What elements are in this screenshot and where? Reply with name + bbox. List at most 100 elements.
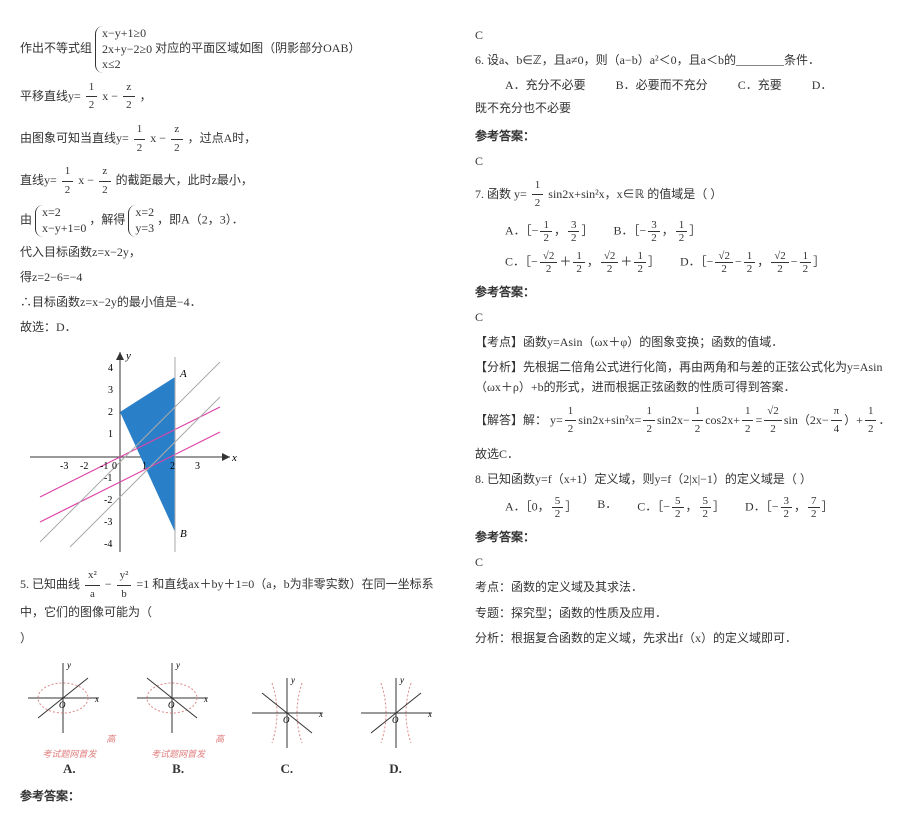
q8-opt-b: B． bbox=[597, 495, 617, 520]
option-b-graph: O x y bbox=[132, 658, 212, 738]
svg-text:A: A bbox=[179, 368, 187, 380]
text: 作出不等式组 bbox=[20, 41, 92, 55]
answer: C bbox=[475, 26, 900, 45]
svg-text:y: y bbox=[125, 350, 131, 362]
svg-text:O: O bbox=[59, 700, 66, 710]
svg-text:y: y bbox=[290, 675, 295, 685]
svg-text:O: O bbox=[168, 700, 175, 710]
q5-text: 5. 已知曲线 bbox=[20, 577, 80, 591]
svg-text:1: 1 bbox=[142, 461, 147, 472]
svg-text:4: 4 bbox=[108, 363, 113, 374]
option-d-graph: O x y bbox=[356, 673, 436, 753]
text: ∴目标函数z=x−2y的最小值是−4． bbox=[20, 293, 445, 312]
svg-text:-4: -4 bbox=[104, 539, 112, 550]
formula: sin2x+sin²x，x∈ℝ bbox=[548, 187, 644, 201]
option-b-label: B. bbox=[129, 761, 228, 777]
explain-2: 【分析】先根据二倍角公式进行化简，再由两角和与差的正弦公式化为y=Asin（ωx… bbox=[475, 358, 900, 396]
explain-4: 故选C． bbox=[475, 445, 900, 464]
text: 代入目标函数z=x−2y， bbox=[20, 243, 445, 262]
explain-7: 分析：根据复合函数的定义域，先求出f（x）的定义域即可． bbox=[475, 629, 900, 648]
fraction: 12 bbox=[532, 177, 544, 213]
q6-text: 6. 设a、b∈ℤ，且a≠0，则（a−b）a²＜0，且a＜b的________条… bbox=[475, 51, 900, 70]
text: 由 bbox=[20, 213, 32, 227]
q7-text: 7. 函数 bbox=[475, 187, 511, 201]
text: 得z=2−6=−4 bbox=[20, 268, 445, 287]
system-3: x=2 y=3 bbox=[128, 205, 154, 236]
svg-text:O: O bbox=[283, 715, 290, 725]
q7-opt-d: D．［−√22−12，√22−12］ bbox=[680, 250, 825, 275]
svg-text:x: x bbox=[318, 709, 323, 719]
fraction: z2 bbox=[171, 121, 183, 157]
svg-text:-3: -3 bbox=[60, 461, 68, 472]
text: x − bbox=[102, 89, 118, 103]
fraction: y²b bbox=[117, 567, 132, 603]
formula: y= bbox=[514, 187, 527, 201]
q6-opt-d2: 既不充分也不必要 bbox=[475, 99, 900, 118]
q5-text: ） bbox=[20, 629, 445, 648]
explain-5: 考点：函数的定义域及其求法． bbox=[475, 578, 900, 597]
answer: C bbox=[475, 553, 900, 572]
svg-text:2: 2 bbox=[170, 461, 175, 472]
svg-text:-2: -2 bbox=[104, 495, 112, 506]
fraction: 12 bbox=[134, 121, 146, 157]
text: 由图象可知当直线y= bbox=[20, 131, 129, 145]
svg-text:y: y bbox=[66, 660, 71, 670]
explain-6: 专题：探究型；函数的性质及应用． bbox=[475, 604, 900, 623]
q6-opt-d: D． bbox=[812, 76, 833, 93]
text: 平移直线y= bbox=[20, 89, 81, 103]
q5-text: 和直线ax＋by＋1=0（a，b为非零实数）在同一坐标系中，它们的图像可能为（ bbox=[20, 577, 434, 619]
text: ，过点A时， bbox=[188, 131, 257, 145]
fraction: 12 bbox=[86, 79, 98, 115]
svg-text:2: 2 bbox=[108, 407, 113, 418]
q8-opt-a: A．［0，52］ bbox=[505, 495, 577, 520]
text: ，即A（2，3）． bbox=[157, 213, 244, 227]
q7-text: 的值域是（ ） bbox=[647, 187, 722, 201]
svg-text:-2: -2 bbox=[80, 461, 88, 472]
system-1: x−y+1≥0 2x+y−2≥0 x≤2 bbox=[95, 26, 152, 73]
svg-text:x: x bbox=[203, 694, 208, 704]
answer-heading: 参考答案： bbox=[475, 528, 900, 545]
text: ，解得 bbox=[89, 213, 125, 227]
q6-opt-a: A．充分不必要 bbox=[505, 76, 586, 93]
q6-opt-c: C．充要 bbox=[738, 76, 782, 93]
svg-text:-1: -1 bbox=[100, 461, 108, 472]
explain-3: 【解答】解： bbox=[475, 413, 547, 427]
q8-opt-c: C．［−52，52］ bbox=[637, 495, 725, 520]
svg-text:O: O bbox=[392, 715, 399, 725]
svg-text:3: 3 bbox=[108, 385, 113, 396]
svg-text:-3: -3 bbox=[104, 517, 112, 528]
q5-options: O x y 高考试题网首发 A. O x y 高考试题网首发 B. bbox=[20, 658, 445, 777]
fraction: z2 bbox=[99, 163, 111, 199]
svg-text:3: 3 bbox=[195, 461, 200, 472]
option-c-label: C. bbox=[238, 761, 337, 777]
svg-text:y: y bbox=[175, 660, 180, 670]
text: 的截距最大，此时z最小， bbox=[116, 173, 253, 187]
q8-opt-d: D．［−32，72］ bbox=[745, 495, 833, 520]
q8-text: 8. 已知函数y=f（x+1）定义域，则y=f（2|x|−1）的定义域是（ ） bbox=[475, 470, 900, 489]
svg-text:x: x bbox=[427, 709, 432, 719]
text: x − bbox=[150, 131, 166, 145]
system-2: x=2 x−y+1=0 bbox=[35, 205, 86, 236]
answer-heading: 参考答案： bbox=[20, 787, 445, 804]
svg-text:0: 0 bbox=[112, 461, 117, 472]
text: 故选：D． bbox=[20, 318, 445, 337]
q7-opt-b: B．［−32，12］ bbox=[613, 219, 701, 244]
fraction: 12 bbox=[62, 163, 74, 199]
answer-heading: 参考答案： bbox=[475, 283, 900, 300]
text: 对应的平面区域如图（阴影部分OAB） bbox=[155, 41, 360, 55]
svg-text:1: 1 bbox=[108, 429, 113, 440]
text: 直线y= bbox=[20, 173, 57, 187]
fraction: z2 bbox=[123, 79, 135, 115]
explain-1: 【考点】函数y=Asin（ωx＋φ）的图象变换；函数的值域． bbox=[475, 333, 900, 352]
svg-text:x: x bbox=[94, 694, 99, 704]
option-a-label: A. bbox=[20, 761, 119, 777]
answer: C bbox=[475, 152, 900, 171]
answer: C bbox=[475, 308, 900, 327]
q7-opt-c: C．［−√22＋12，√22＋12］ bbox=[505, 250, 660, 275]
q7-opt-a: A．［−12，32］ bbox=[505, 219, 593, 244]
svg-text:-1: -1 bbox=[104, 473, 112, 484]
option-a-graph: O x y bbox=[23, 658, 103, 738]
text: x − bbox=[78, 173, 94, 187]
answer-heading: 参考答案： bbox=[475, 127, 900, 144]
option-d-label: D. bbox=[346, 761, 445, 777]
